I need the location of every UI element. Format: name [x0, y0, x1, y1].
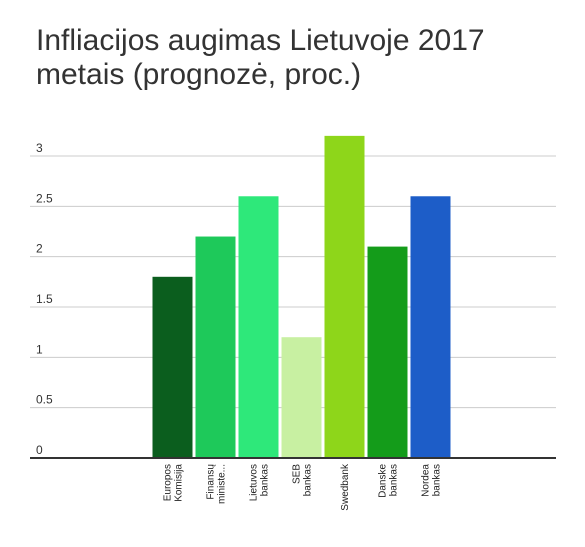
- chart-title: Infliacijos augimas Lietuvoje 2017 metai…: [36, 24, 485, 91]
- y-tick-label: 3: [36, 141, 43, 155]
- x-category-label-line: Lietuvos: [249, 464, 260, 501]
- y-tick-label: 0: [36, 443, 43, 457]
- x-category-label-line: bankas: [260, 464, 271, 496]
- y-tick-label: 1: [36, 342, 43, 356]
- x-axis-category-labels: Europos Komisija Finansų ministe... Lietuvos…: [163, 463, 443, 511]
- x-category-label: Swedbank: [340, 463, 351, 511]
- x-category-label: SEB bankas: [292, 464, 314, 497]
- bar: [281, 337, 322, 458]
- x-category-label: Europos Komisija: [163, 464, 185, 502]
- y-tick-label: 1.5: [36, 292, 53, 306]
- y-tick-label: 2.5: [36, 191, 53, 205]
- x-category-label-line: SEB: [292, 464, 303, 484]
- x-category-label: Finansų ministe...: [206, 464, 228, 504]
- y-axis-tick-labels: 0 0.5 1 1.5 2 2.5 3: [36, 141, 53, 457]
- bar: [195, 236, 236, 458]
- bar: [410, 196, 451, 458]
- x-category-label-line: Komisija: [174, 464, 185, 502]
- x-category-label-line: Danske: [378, 464, 389, 498]
- x-category-label-line: Nordea: [421, 464, 432, 497]
- x-category-label-line: bankas: [432, 464, 443, 496]
- bar: [238, 196, 279, 458]
- bars: [152, 135, 451, 458]
- x-category-label-line: Swedbank: [340, 463, 351, 511]
- x-category-label-line: Finansų: [206, 464, 217, 500]
- y-tick-label: 0.5: [36, 393, 53, 407]
- bar: [367, 246, 408, 458]
- x-category-label-line: bankas: [389, 464, 400, 496]
- x-category-label: Danske bankas: [378, 464, 400, 498]
- x-category-label-line: Europos: [163, 464, 174, 501]
- x-category-label-line: bankas: [303, 464, 314, 496]
- bar: [324, 135, 365, 458]
- x-category-label: Lietuvos bankas: [249, 464, 271, 501]
- y-tick-label: 2: [36, 242, 43, 256]
- bar: [152, 276, 193, 458]
- x-category-label-line: ministe...: [217, 464, 228, 504]
- x-category-label: Nordea bankas: [421, 464, 443, 497]
